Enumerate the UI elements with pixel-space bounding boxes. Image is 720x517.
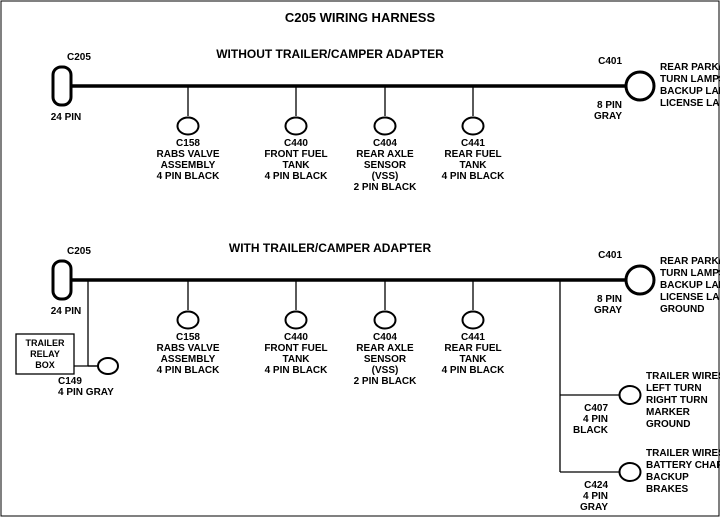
svg-text:BOX: BOX bbox=[35, 360, 55, 370]
svg-text:4 PIN BLACK: 4 PIN BLACK bbox=[157, 365, 221, 376]
svg-text:FRONT FUEL: FRONT FUEL bbox=[264, 149, 327, 160]
svg-text:24 PIN: 24 PIN bbox=[51, 112, 82, 123]
svg-text:4 PIN BLACK: 4 PIN BLACK bbox=[442, 365, 506, 376]
svg-text:4 PIN BLACK: 4 PIN BLACK bbox=[442, 171, 506, 182]
svg-text:GROUND: GROUND bbox=[646, 419, 690, 430]
svg-text:C158: C158 bbox=[176, 332, 200, 343]
svg-text:REAR PARK/STOP: REAR PARK/STOP bbox=[660, 62, 720, 73]
svg-text:WITH TRAILER/CAMPER ADAPTER: WITH TRAILER/CAMPER ADAPTER bbox=[229, 241, 432, 255]
svg-text:TANK: TANK bbox=[282, 354, 310, 365]
svg-text:C149: C149 bbox=[58, 376, 82, 387]
svg-text:C158: C158 bbox=[176, 138, 200, 149]
svg-text:BACKUP: BACKUP bbox=[646, 472, 689, 483]
svg-text:REAR FUEL: REAR FUEL bbox=[444, 343, 501, 354]
svg-text:TANK: TANK bbox=[459, 160, 487, 171]
svg-text:TRAILER WIRES: TRAILER WIRES bbox=[646, 371, 720, 382]
svg-text:4 PIN BLACK: 4 PIN BLACK bbox=[157, 171, 221, 182]
svg-text:GRAY: GRAY bbox=[580, 502, 608, 513]
svg-text:LEFT TURN: LEFT TURN bbox=[646, 383, 702, 394]
svg-text:C441: C441 bbox=[461, 138, 485, 149]
svg-text:C401: C401 bbox=[598, 250, 622, 261]
svg-text:REAR AXLE: REAR AXLE bbox=[356, 149, 414, 160]
svg-text:C205 WIRING HARNESS: C205 WIRING HARNESS bbox=[285, 10, 436, 25]
svg-text:24 PIN: 24 PIN bbox=[51, 306, 82, 317]
svg-text:C401: C401 bbox=[598, 56, 622, 67]
svg-text:C441: C441 bbox=[461, 332, 485, 343]
svg-text:ASSEMBLY: ASSEMBLY bbox=[161, 160, 216, 171]
svg-text:GRAY: GRAY bbox=[594, 111, 622, 122]
svg-text:TRAILER WIRES: TRAILER WIRES bbox=[646, 448, 720, 459]
svg-text:TANK: TANK bbox=[282, 160, 310, 171]
svg-text:BRAKES: BRAKES bbox=[646, 484, 689, 495]
svg-text:ASSEMBLY: ASSEMBLY bbox=[161, 354, 216, 365]
svg-text:C205: C205 bbox=[67, 246, 91, 257]
svg-text:C440: C440 bbox=[284, 332, 308, 343]
svg-text:RABS VALVE: RABS VALVE bbox=[157, 149, 220, 160]
svg-text:RELAY: RELAY bbox=[30, 349, 60, 359]
svg-text:C424: C424 bbox=[584, 480, 608, 491]
svg-text:C407: C407 bbox=[584, 403, 608, 414]
svg-text:(VSS): (VSS) bbox=[372, 365, 399, 376]
svg-text:C440: C440 bbox=[284, 138, 308, 149]
svg-text:4 PIN: 4 PIN bbox=[583, 414, 608, 425]
svg-text:TANK: TANK bbox=[459, 354, 487, 365]
svg-text:4 PIN: 4 PIN bbox=[583, 491, 608, 502]
svg-text:SENSOR: SENSOR bbox=[364, 160, 407, 171]
svg-text:(VSS): (VSS) bbox=[372, 171, 399, 182]
svg-text:BACKUP LAMPS: BACKUP LAMPS bbox=[660, 280, 720, 291]
svg-text:MARKER: MARKER bbox=[646, 407, 691, 418]
svg-text:FRONT FUEL: FRONT FUEL bbox=[264, 343, 327, 354]
svg-text:BATTERY CHARGE: BATTERY CHARGE bbox=[646, 460, 720, 471]
svg-text:GRAY: GRAY bbox=[594, 305, 622, 316]
svg-text:GROUND: GROUND bbox=[660, 304, 704, 315]
svg-text:C404: C404 bbox=[373, 332, 397, 343]
svg-text:WITHOUT TRAILER/CAMPER ADAPT: WITHOUT TRAILER/CAMPER ADAPTER bbox=[216, 47, 444, 61]
svg-text:2 PIN BLACK: 2 PIN BLACK bbox=[354, 182, 418, 193]
svg-text:8 PIN: 8 PIN bbox=[597, 294, 622, 305]
svg-text:TURN LAMPS: TURN LAMPS bbox=[660, 268, 720, 279]
svg-text:4 PIN GRAY: 4 PIN GRAY bbox=[58, 387, 114, 398]
svg-text:TRAILER: TRAILER bbox=[26, 338, 65, 348]
svg-text:REAR FUEL: REAR FUEL bbox=[444, 149, 501, 160]
svg-text:2 PIN BLACK: 2 PIN BLACK bbox=[354, 376, 418, 387]
svg-text:BLACK: BLACK bbox=[573, 425, 609, 436]
svg-text:4 PIN BLACK: 4 PIN BLACK bbox=[265, 365, 329, 376]
svg-text:REAR AXLE: REAR AXLE bbox=[356, 343, 414, 354]
svg-text:SENSOR: SENSOR bbox=[364, 354, 407, 365]
svg-text:RIGHT TURN: RIGHT TURN bbox=[646, 395, 708, 406]
svg-text:REAR PARK/STOP: REAR PARK/STOP bbox=[660, 256, 720, 267]
svg-text:BACKUP LAMPS: BACKUP LAMPS bbox=[660, 86, 720, 97]
svg-text:C205: C205 bbox=[67, 52, 91, 63]
svg-text:C404: C404 bbox=[373, 138, 397, 149]
svg-text:8 PIN: 8 PIN bbox=[597, 100, 622, 111]
svg-text:TURN LAMPS: TURN LAMPS bbox=[660, 74, 720, 85]
wiring-diagram: C205 WIRING HARNESS WITHOUT TRAILER/CAMPE… bbox=[0, 0, 720, 517]
svg-text:LICENSE LAMPS: LICENSE LAMPS bbox=[660, 98, 720, 109]
svg-text:RABS VALVE: RABS VALVE bbox=[157, 343, 220, 354]
svg-text:4 PIN BLACK: 4 PIN BLACK bbox=[265, 171, 329, 182]
svg-text:LICENSE LAMPS: LICENSE LAMPS bbox=[660, 292, 720, 303]
